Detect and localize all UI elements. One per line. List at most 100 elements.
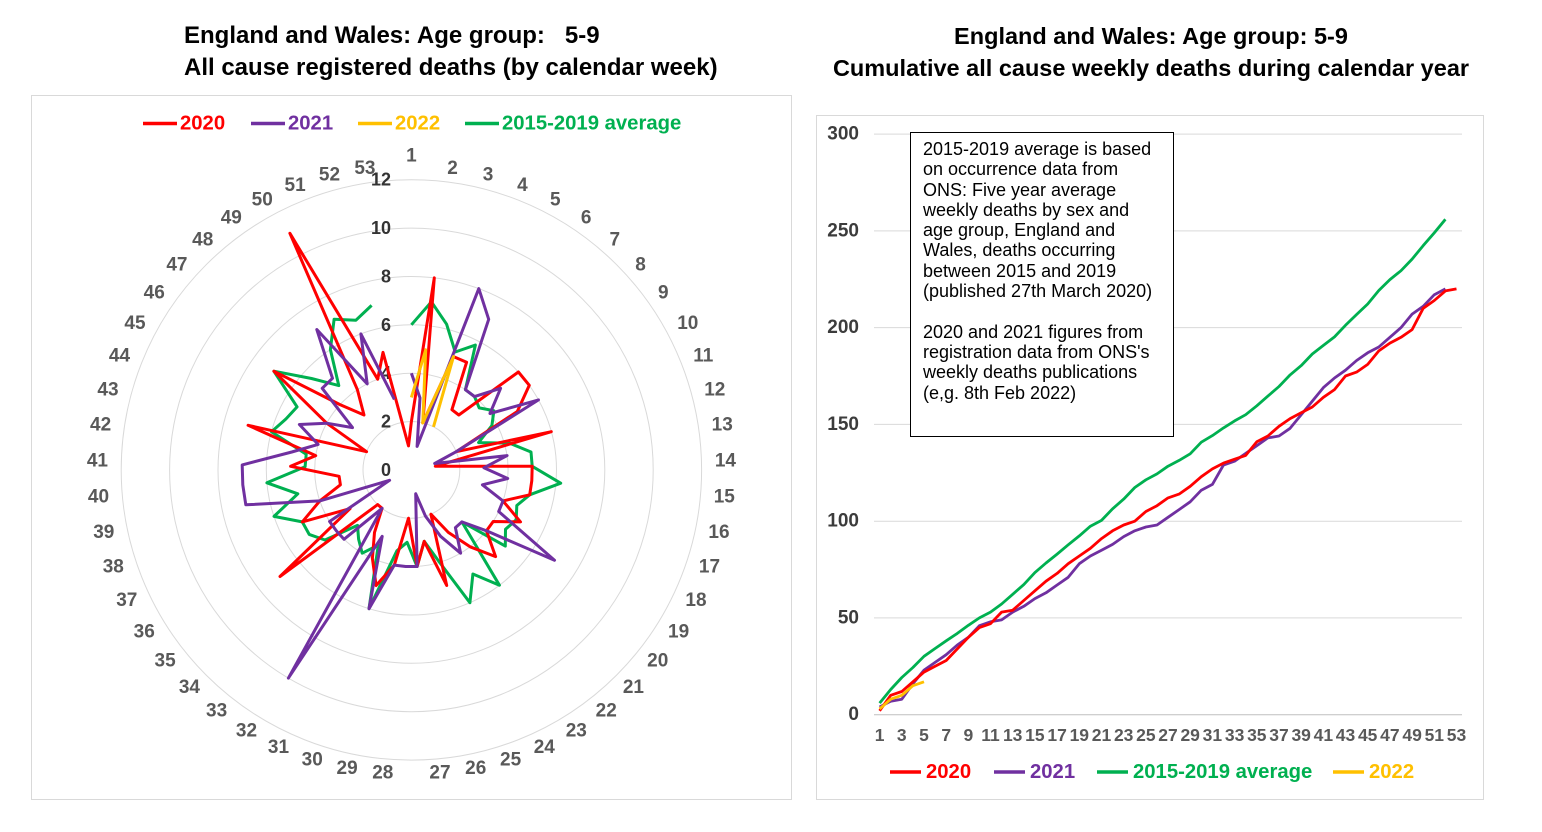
svg-text:22: 22 — [596, 701, 617, 722]
svg-text:2: 2 — [447, 158, 458, 179]
svg-text:21: 21 — [623, 677, 645, 698]
svg-text:2021: 2021 — [288, 113, 333, 135]
svg-text:2021: 2021 — [1030, 761, 1075, 783]
svg-text:150: 150 — [827, 414, 859, 435]
svg-text:2022: 2022 — [1369, 761, 1414, 783]
svg-text:1: 1 — [875, 725, 885, 745]
svg-text:38: 38 — [103, 557, 124, 578]
svg-text:1: 1 — [406, 145, 417, 166]
svg-text:11: 11 — [981, 725, 1000, 745]
svg-text:45: 45 — [1358, 725, 1378, 745]
svg-text:26: 26 — [465, 758, 486, 779]
svg-text:35: 35 — [1247, 725, 1267, 745]
svg-text:7: 7 — [941, 725, 951, 745]
svg-text:12: 12 — [704, 379, 725, 400]
svg-text:17: 17 — [1047, 725, 1066, 745]
svg-text:41: 41 — [87, 450, 109, 471]
svg-text:34: 34 — [179, 677, 201, 698]
svg-text:2: 2 — [381, 412, 391, 432]
svg-text:47: 47 — [166, 255, 187, 276]
svg-text:23: 23 — [1114, 725, 1134, 745]
svg-text:10: 10 — [371, 218, 391, 238]
svg-text:29: 29 — [1180, 725, 1200, 745]
svg-text:37: 37 — [116, 590, 137, 611]
svg-text:3: 3 — [483, 164, 494, 185]
svg-text:14: 14 — [715, 450, 737, 471]
svg-text:8: 8 — [381, 267, 391, 287]
svg-text:100: 100 — [827, 511, 859, 532]
svg-text:13: 13 — [712, 415, 733, 436]
svg-text:8: 8 — [635, 255, 646, 276]
svg-text:37: 37 — [1269, 725, 1288, 745]
svg-text:45: 45 — [124, 313, 146, 334]
svg-text:17: 17 — [699, 557, 720, 578]
svg-text:18: 18 — [685, 590, 706, 611]
svg-text:2015-2019 average: 2015-2019 average — [1133, 761, 1312, 783]
svg-text:47: 47 — [1380, 725, 1399, 745]
svg-text:50: 50 — [838, 607, 859, 628]
svg-text:50: 50 — [252, 189, 273, 210]
svg-text:0: 0 — [381, 460, 391, 480]
svg-text:12: 12 — [371, 170, 391, 190]
svg-text:36: 36 — [134, 621, 155, 642]
svg-text:25: 25 — [500, 750, 522, 771]
svg-text:42: 42 — [90, 415, 111, 436]
svg-text:49: 49 — [221, 208, 242, 229]
svg-text:0: 0 — [848, 704, 859, 725]
svg-text:2020: 2020 — [180, 113, 225, 135]
svg-text:40: 40 — [88, 486, 109, 507]
svg-text:27: 27 — [1158, 725, 1177, 745]
svg-text:25: 25 — [1136, 725, 1156, 745]
svg-text:4: 4 — [517, 175, 528, 196]
svg-text:48: 48 — [192, 230, 213, 251]
svg-text:6: 6 — [581, 208, 592, 229]
svg-text:9: 9 — [964, 725, 974, 745]
svg-text:31: 31 — [268, 737, 290, 758]
svg-text:2015-2019 average: 2015-2019 average — [502, 113, 681, 135]
svg-text:10: 10 — [677, 313, 698, 334]
svg-text:33: 33 — [1225, 725, 1245, 745]
svg-text:53: 53 — [354, 158, 375, 179]
svg-text:49: 49 — [1402, 725, 1422, 745]
svg-text:300: 300 — [827, 124, 859, 145]
svg-text:43: 43 — [1336, 725, 1356, 745]
svg-text:16: 16 — [708, 522, 729, 543]
svg-text:51: 51 — [1425, 725, 1445, 745]
svg-text:44: 44 — [109, 345, 131, 366]
svg-text:41: 41 — [1314, 725, 1334, 745]
svg-text:27: 27 — [429, 762, 450, 783]
svg-text:28: 28 — [372, 762, 393, 783]
svg-text:250: 250 — [827, 220, 859, 241]
svg-text:4: 4 — [381, 363, 391, 383]
svg-text:53: 53 — [1447, 725, 1467, 745]
svg-text:19: 19 — [1070, 725, 1090, 745]
svg-text:20: 20 — [647, 651, 668, 672]
svg-text:5: 5 — [550, 189, 561, 210]
svg-text:5: 5 — [919, 725, 929, 745]
svg-text:23: 23 — [566, 721, 587, 742]
svg-text:11: 11 — [693, 345, 714, 366]
svg-text:21: 21 — [1092, 725, 1112, 745]
svg-text:19: 19 — [668, 621, 689, 642]
svg-text:52: 52 — [319, 164, 340, 185]
svg-text:39: 39 — [1291, 725, 1311, 745]
svg-text:24: 24 — [534, 737, 556, 758]
svg-text:15: 15 — [1025, 725, 1045, 745]
svg-text:15: 15 — [714, 486, 736, 507]
svg-text:43: 43 — [97, 379, 118, 400]
svg-text:46: 46 — [144, 283, 165, 304]
svg-text:2020: 2020 — [926, 761, 971, 783]
svg-text:30: 30 — [302, 750, 323, 771]
svg-text:39: 39 — [93, 522, 114, 543]
svg-text:35: 35 — [155, 651, 177, 672]
svg-text:51: 51 — [285, 175, 307, 196]
svg-text:3: 3 — [897, 725, 907, 745]
svg-text:33: 33 — [206, 701, 227, 722]
svg-text:31: 31 — [1203, 725, 1223, 745]
svg-text:2022: 2022 — [395, 113, 440, 135]
svg-text:29: 29 — [337, 758, 358, 779]
svg-text:6: 6 — [381, 315, 391, 335]
svg-text:32: 32 — [236, 721, 257, 742]
svg-text:7: 7 — [610, 230, 621, 251]
svg-text:13: 13 — [1003, 725, 1023, 745]
